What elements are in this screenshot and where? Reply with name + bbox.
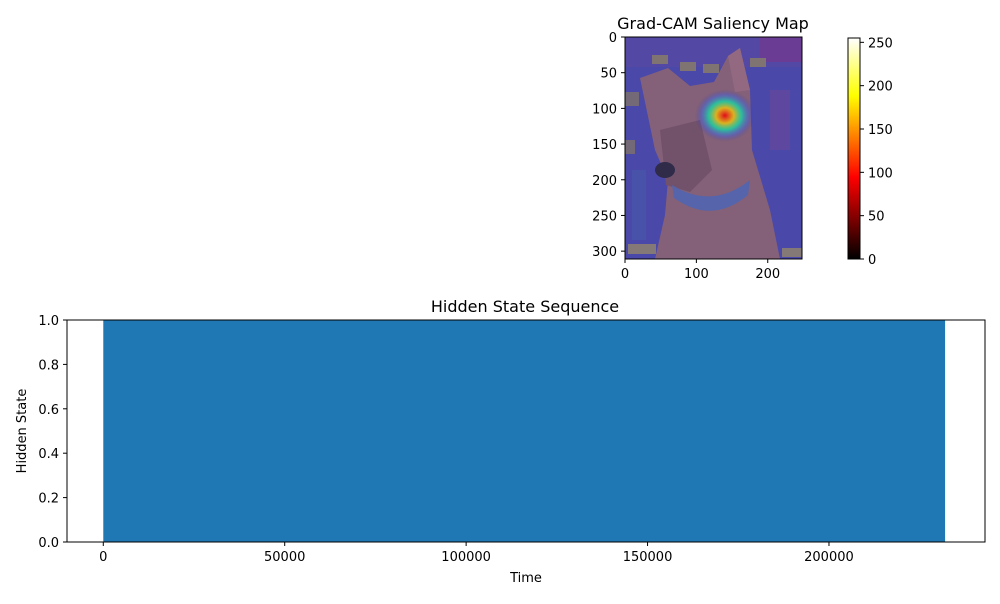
hidden-state-xlabel: Time bbox=[509, 571, 542, 586]
hidden-state-x-tick-label: 0 bbox=[99, 550, 107, 565]
saliency-y-tick-label: 250 bbox=[592, 209, 617, 224]
saliency-x-tick-label: 200 bbox=[755, 267, 780, 282]
colorbar-ticks: 0 50 100 150 200 250 bbox=[860, 36, 893, 268]
hidden-state-x-tick-label: 50000 bbox=[264, 550, 305, 565]
image-tint bbox=[625, 37, 802, 259]
hidden-state-x-tick-label: 150000 bbox=[623, 550, 673, 565]
saliency-y-ticks: 0 50 100 150 200 250 300 bbox=[592, 31, 625, 260]
saliency-x-tick-label: 0 bbox=[621, 267, 629, 282]
hidden-state-y-tick-label: 0.8 bbox=[38, 358, 59, 373]
saliency-map-chart: Grad-CAM Saliency Map bbox=[592, 14, 809, 282]
colorbar-tick-label: 250 bbox=[868, 36, 893, 51]
saliency-y-tick-label: 0 bbox=[609, 31, 617, 46]
hidden-state-x-tick-label: 200000 bbox=[804, 550, 854, 565]
hidden-state-y-tick-label: 0.0 bbox=[38, 536, 59, 551]
saliency-image bbox=[625, 37, 802, 259]
background-clutter bbox=[625, 37, 802, 257]
hidden-state-y-ticks: 0.0 0.2 0.4 0.6 0.8 1.0 bbox=[38, 314, 67, 551]
hidden-state-y-tick-label: 0.4 bbox=[38, 447, 59, 462]
colorbar-tick-label: 150 bbox=[868, 123, 893, 138]
colorbar-tick-label: 0 bbox=[868, 253, 876, 268]
colorbar-tick-label: 50 bbox=[868, 210, 885, 225]
hidden-state-y-tick-label: 0.2 bbox=[38, 492, 59, 507]
colorbar-tick-label: 100 bbox=[868, 166, 893, 181]
hidden-state-axes-frame bbox=[66, 319, 986, 543]
saliency-title: Grad-CAM Saliency Map bbox=[617, 14, 809, 33]
hidden-state-title: Hidden State Sequence bbox=[431, 297, 619, 316]
colorbar-tick-label: 200 bbox=[868, 80, 893, 95]
saliency-y-tick-label: 50 bbox=[600, 67, 617, 82]
saliency-x-tick-label: 100 bbox=[684, 267, 709, 282]
saliency-y-tick-label: 200 bbox=[592, 174, 617, 189]
saliency-y-tick-label: 150 bbox=[592, 138, 617, 153]
saliency-y-tick-label: 100 bbox=[592, 102, 617, 117]
hidden-state-chart: Hidden State Sequence 0 50000 100000 150000… bbox=[15, 297, 986, 586]
saliency-axes-frame bbox=[624, 36, 803, 260]
hidden-state-x-tick-label: 100000 bbox=[441, 550, 491, 565]
hidden-state-x-ticks: 0 50000 100000 150000 200000 bbox=[99, 542, 854, 565]
saliency-y-tick-label: 300 bbox=[592, 245, 617, 260]
hidden-state-ylabel: Hidden State bbox=[15, 389, 30, 474]
hidden-state-y-tick-label: 1.0 bbox=[38, 314, 59, 329]
hidden-state-fill bbox=[103, 320, 946, 542]
colorbar-gradient bbox=[847, 37, 861, 260]
colorbar: 0 50 100 150 200 250 bbox=[847, 36, 893, 268]
saliency-x-ticks: 0 100 200 bbox=[621, 259, 780, 282]
hidden-state-y-tick-label: 0.6 bbox=[38, 403, 59, 418]
hidden-state-area bbox=[103, 320, 946, 542]
saliency-hotspot bbox=[694, 89, 755, 142]
